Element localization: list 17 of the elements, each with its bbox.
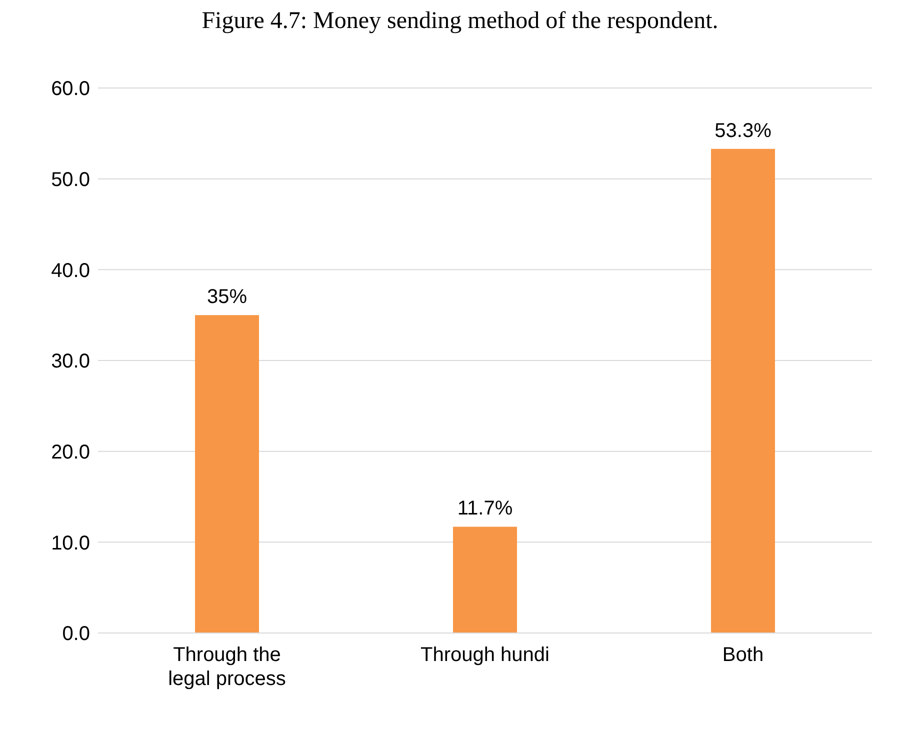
y-tick-label: 50.0 [51,168,90,191]
chart-title: Figure 4.7: Money sending method of the respondent. [200,8,720,36]
y-tick-label: 30.0 [51,350,90,373]
y-tick-label: 0.0 [62,623,90,646]
x-tick-label: Both [722,644,764,666]
y-tick-label: 40.0 [51,260,90,282]
bar [453,526,517,633]
y-tick-label: 10.0 [51,532,90,554]
y-tick-label: 20.0 [51,441,90,464]
data-label: 11.7% [457,498,513,520]
bar [711,148,775,633]
y-tick-label: 60.0 [51,78,90,100]
bar [195,315,259,633]
x-tick-label: Through the legal process [168,644,286,690]
x-tick-label: Through hundi [420,644,550,666]
data-label: 53.3% [714,120,772,142]
data-label: 35% [206,286,248,308]
